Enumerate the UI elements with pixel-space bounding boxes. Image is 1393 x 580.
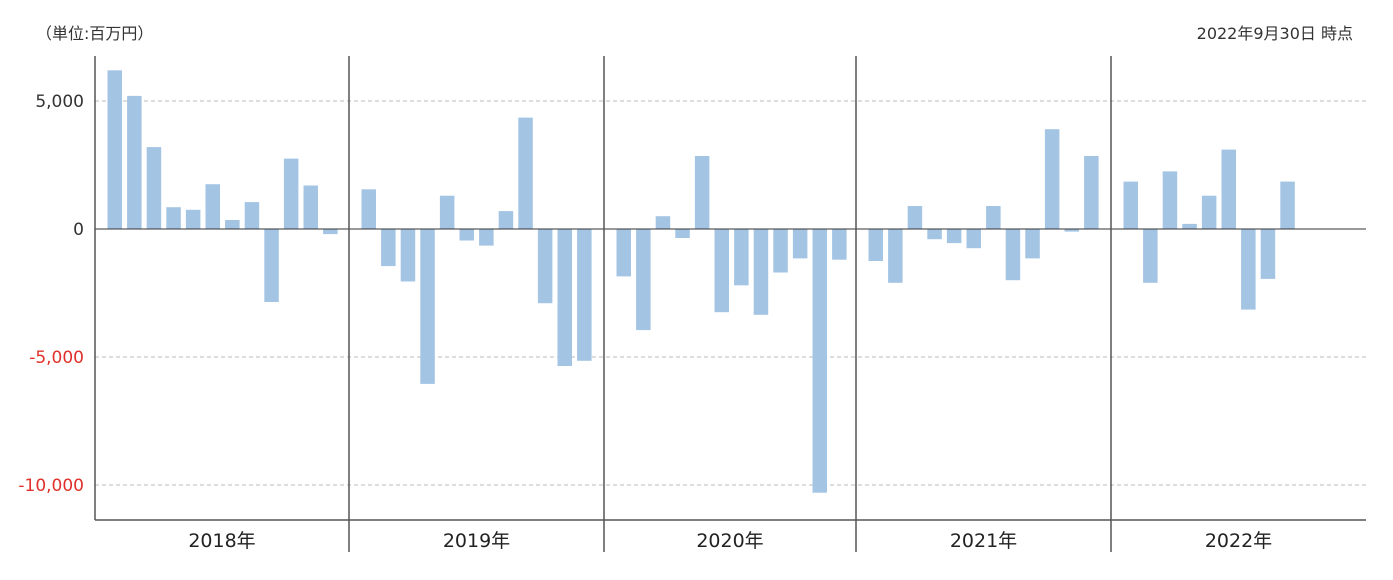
x-tick-label: 2021年 bbox=[950, 530, 1017, 552]
bar bbox=[832, 229, 847, 260]
bars bbox=[107, 70, 1295, 493]
bar bbox=[498, 211, 514, 229]
bar bbox=[577, 229, 592, 361]
bar bbox=[264, 229, 279, 302]
bar bbox=[1143, 229, 1158, 283]
bar bbox=[1280, 181, 1295, 229]
bar bbox=[303, 185, 318, 229]
bar bbox=[146, 147, 162, 229]
x-tick-label: 2019年 bbox=[443, 530, 510, 552]
bar bbox=[694, 156, 710, 229]
bar bbox=[655, 216, 671, 229]
bar bbox=[557, 229, 572, 366]
bar bbox=[792, 229, 808, 259]
bar bbox=[734, 229, 749, 286]
bar bbox=[439, 195, 455, 229]
x-axis-ticks: 2018年 2019年 2020年 2021年 2022年 bbox=[188, 530, 1272, 552]
bar bbox=[107, 70, 122, 229]
bar bbox=[166, 207, 181, 229]
y-tick-label: 0 bbox=[73, 220, 84, 240]
bar bbox=[907, 206, 923, 229]
y-tick-label: 5,000 bbox=[35, 92, 84, 112]
bar bbox=[888, 229, 903, 283]
bar bbox=[753, 229, 769, 315]
bar bbox=[636, 229, 651, 331]
bar bbox=[381, 229, 396, 267]
y-tick-label: -10,000 bbox=[18, 476, 84, 496]
bar bbox=[966, 229, 981, 249]
bar bbox=[1182, 223, 1197, 229]
bar bbox=[1260, 229, 1276, 279]
bar bbox=[1201, 195, 1217, 229]
bar bbox=[1084, 156, 1099, 229]
bar bbox=[1005, 229, 1021, 281]
bar bbox=[244, 202, 260, 229]
bar bbox=[1044, 129, 1060, 229]
grid-lines bbox=[95, 100, 1366, 486]
bar bbox=[927, 229, 942, 240]
bar bbox=[400, 229, 416, 282]
bar bbox=[323, 229, 338, 235]
bar bbox=[225, 220, 240, 229]
bar bbox=[205, 184, 220, 229]
as-of-date-label: 2022年9月30日 時点 bbox=[1196, 24, 1353, 43]
bar bbox=[1123, 181, 1138, 229]
x-tick-label: 2018年 bbox=[188, 530, 255, 552]
bar bbox=[518, 117, 533, 229]
bar bbox=[1025, 229, 1040, 259]
bar bbox=[1241, 229, 1256, 310]
y-axis-ticks: 5,000 0 -5,000 -10,000 bbox=[18, 92, 84, 496]
bar bbox=[127, 95, 142, 230]
x-tick-label: 2020年 bbox=[696, 530, 763, 552]
bar bbox=[675, 229, 690, 238]
bar bbox=[986, 206, 1001, 229]
bar bbox=[812, 229, 827, 493]
unit-label: （単位:百万円） bbox=[36, 24, 154, 43]
bar bbox=[868, 229, 883, 261]
bar bbox=[1064, 229, 1079, 232]
x-tick-label: 2022年 bbox=[1205, 530, 1272, 552]
bar bbox=[537, 229, 553, 304]
bar bbox=[420, 229, 435, 384]
bar bbox=[361, 189, 376, 229]
bar bbox=[1221, 149, 1236, 229]
y-tick-label: -5,000 bbox=[29, 348, 84, 368]
bar bbox=[185, 209, 201, 229]
bar bbox=[283, 158, 299, 229]
bar bbox=[773, 229, 788, 273]
bar bbox=[714, 229, 729, 313]
bar bbox=[459, 229, 474, 241]
bar bbox=[1162, 171, 1178, 229]
axes bbox=[94, 56, 1366, 552]
bar bbox=[479, 229, 494, 246]
bar bbox=[946, 229, 962, 244]
bar bbox=[616, 229, 631, 277]
